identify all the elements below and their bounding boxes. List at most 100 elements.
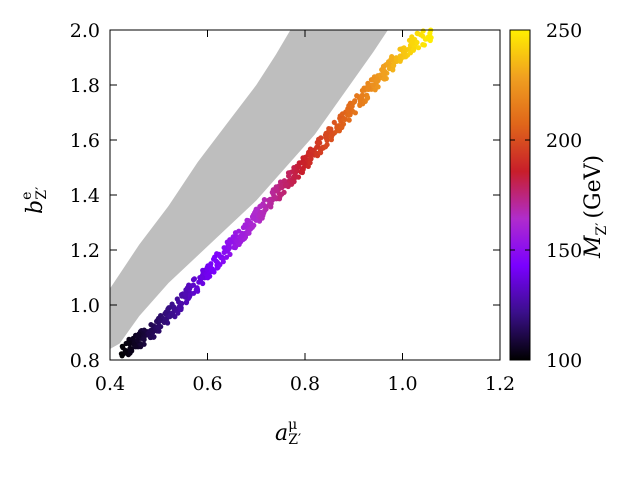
plot-area: [110, 27, 434, 359]
y-axis-label-sup: e: [19, 192, 35, 200]
data-point: [373, 77, 380, 83]
data-point: [209, 266, 215, 272]
data-point: [208, 261, 214, 267]
data-point: [370, 82, 376, 88]
data-point: [357, 96, 364, 102]
data-point: [381, 72, 387, 78]
data-point: [127, 348, 133, 354]
data-point: [317, 140, 323, 146]
data-point: [182, 291, 189, 298]
data-point: [141, 327, 147, 333]
data-point: [251, 222, 257, 228]
data-point: [205, 272, 211, 279]
data-point: [178, 306, 184, 313]
data-point: [148, 327, 154, 334]
data-point: [380, 63, 387, 69]
data-point: [365, 86, 372, 92]
colorbar-label-suffix: (GeV): [581, 155, 606, 219]
data-point: [296, 164, 302, 170]
data-point: [157, 318, 163, 324]
x-tick-label: 1.2: [485, 373, 515, 395]
data-point: [300, 166, 306, 172]
data-point: [119, 353, 125, 359]
data-point: [228, 239, 234, 245]
data-point: [349, 103, 355, 109]
x-axis-label-sup: μ: [288, 417, 297, 433]
y-tick-label: 2.0: [70, 20, 100, 42]
data-point: [318, 150, 324, 156]
excluded-region: [110, 30, 388, 349]
data-point: [133, 344, 139, 350]
data-point: [125, 340, 131, 346]
data-point: [328, 133, 334, 139]
data-point: [263, 206, 269, 212]
data-point: [261, 197, 267, 203]
data-point: [221, 245, 227, 251]
colorbar: 100 150 200 250 MZ′ (GeV): [509, 20, 610, 372]
x-axis-label-main: a: [275, 421, 288, 446]
data-point: [184, 299, 190, 305]
data-point: [200, 280, 206, 287]
data-point: [252, 208, 259, 214]
y-tick-label: 1.2: [70, 240, 100, 262]
y-axis: 0.8 1.0 1.2 1.4 1.6 1.8 2.0: [70, 20, 500, 372]
colorbar-tick-label: 250: [546, 20, 582, 42]
colorbar-gradient: [509, 29, 531, 361]
y-axis-label-main: b: [23, 200, 48, 214]
data-point: [259, 215, 265, 221]
data-point: [272, 194, 278, 200]
y-tick-label: 1.0: [70, 295, 100, 317]
y-axis-label-sub: Z′: [34, 187, 50, 200]
data-point: [259, 210, 266, 216]
x-tick-label: 0.8: [290, 373, 320, 395]
data-point: [165, 306, 171, 312]
data-point: [245, 218, 251, 224]
data-point: [328, 137, 334, 143]
data-point: [175, 310, 181, 316]
data-point: [134, 337, 140, 343]
data-point: [410, 39, 416, 45]
colorbar-label-main: M: [581, 235, 606, 259]
data-point: [421, 42, 427, 48]
data-point: [411, 46, 417, 52]
data-point: [424, 36, 430, 42]
data-point: [401, 50, 407, 56]
data-point: [324, 131, 330, 137]
data-point: [357, 102, 363, 108]
data-point: [161, 319, 167, 325]
colorbar-tick-label: 150: [546, 240, 582, 262]
data-point: [200, 275, 206, 281]
data-point: [269, 189, 275, 195]
data-point: [214, 259, 220, 265]
colorbar-tick-label: 100: [546, 350, 582, 372]
data-point: [346, 117, 352, 123]
data-point: [391, 62, 397, 68]
data-point: [307, 160, 313, 166]
data-point: [318, 135, 324, 141]
data-point: [148, 334, 154, 340]
data-point: [148, 322, 154, 328]
data-point: [388, 56, 394, 62]
data-point: [346, 108, 352, 114]
data-point: [309, 147, 315, 154]
data-point: [170, 310, 176, 316]
data-point: [273, 188, 279, 194]
data-point: [308, 155, 314, 161]
data-point: [302, 154, 308, 160]
data-point: [223, 254, 230, 260]
data-point: [364, 95, 371, 101]
data-point: [242, 222, 248, 228]
data-point: [266, 202, 272, 208]
data-point: [250, 215, 256, 221]
colorbar-tick-label: 200: [546, 130, 582, 152]
data-point: [397, 46, 403, 52]
data-point: [415, 45, 422, 51]
x-axis: 0.4 0.6 0.8 1.0 1.2: [95, 30, 515, 395]
data-point: [184, 285, 190, 291]
data-point: [239, 233, 245, 239]
data-point: [393, 55, 399, 61]
data-point: [301, 160, 307, 166]
x-tick-label: 1.0: [387, 373, 417, 395]
data-point: [414, 39, 420, 46]
data-point: [191, 276, 197, 282]
